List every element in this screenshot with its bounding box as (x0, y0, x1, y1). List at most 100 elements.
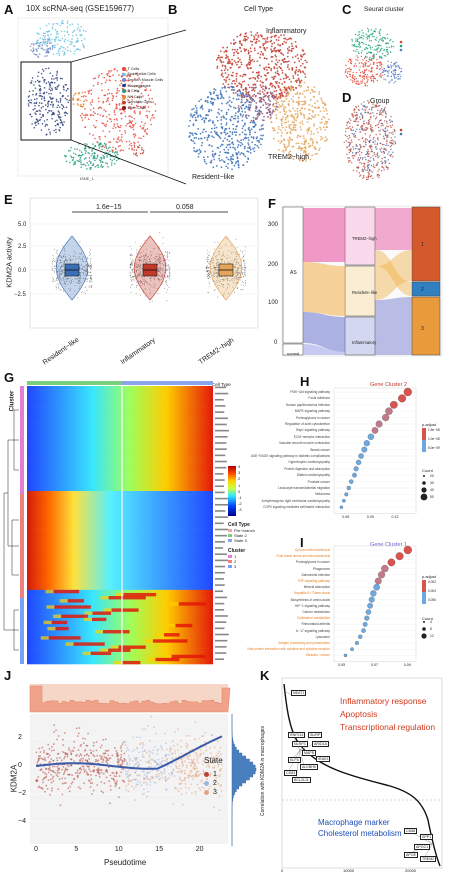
tsne-b-point (239, 66, 241, 68)
panel-e-point (69, 264, 71, 266)
tsne-b-point (280, 139, 283, 142)
tsne-a-point (70, 40, 72, 43)
tsne-b-point (250, 67, 252, 69)
tsne-a-point (79, 33, 81, 36)
tsne-b-point (240, 107, 243, 110)
tsne-a-point (115, 104, 118, 106)
panel-e-point (68, 273, 70, 275)
tsne-d-point (378, 155, 380, 157)
tsne-b-point (192, 124, 195, 127)
panel-e-point (169, 274, 171, 276)
tsne-b-point (212, 166, 215, 169)
panel-e-point (166, 253, 168, 255)
tsne-a-point (48, 38, 50, 40)
tsne-b-point (237, 164, 240, 167)
tsne-b-point (309, 145, 312, 148)
panel-e-point (238, 267, 240, 269)
tsne-a-point (85, 113, 87, 116)
panel-e-point (163, 265, 165, 267)
tsne-d-point (350, 148, 352, 151)
panel-e-point (206, 266, 208, 268)
tsne-b-point (292, 123, 295, 126)
panel-e-point (158, 269, 159, 271)
tsne-b-point (259, 46, 262, 49)
tsne-b-point (231, 48, 234, 51)
panel-e-point (158, 279, 160, 281)
tsne-a-point (84, 126, 86, 129)
panel-e-point (140, 275, 142, 277)
panel-e-point (221, 274, 222, 276)
tsne-a-point (131, 147, 133, 149)
tsne-b-point (289, 110, 292, 113)
tsne-b-point (269, 100, 272, 103)
tsne-a-point (44, 104, 47, 106)
tsne-c-point (352, 50, 355, 52)
panel-e-point (78, 257, 80, 259)
tsne-a-point (45, 51, 47, 54)
panel-e-point (69, 268, 71, 270)
tsne-b-point (288, 140, 291, 143)
tsne-c-point (363, 35, 365, 37)
tsne-a-point (62, 46, 65, 49)
tsne-b-point (280, 120, 283, 123)
panel-e-point (59, 262, 61, 263)
panel-e-point (52, 268, 54, 270)
panel-f-box-1: 1 (421, 242, 424, 248)
panel-e-point (69, 265, 71, 267)
tsne-c-point (358, 83, 361, 85)
tsne-c-point (364, 63, 367, 65)
tsne-b-point (309, 158, 312, 161)
tsne-a-point (37, 81, 40, 83)
tsne-b-point (316, 131, 319, 134)
tsne-b-point (301, 100, 304, 103)
panel-e-point (220, 257, 222, 259)
tsne-a-point (98, 100, 100, 103)
panel-e-point (89, 262, 91, 264)
tsne-a-point (80, 33, 83, 36)
tsne-d-point (370, 165, 373, 167)
panel-e-point (140, 282, 141, 284)
tsne-d-point (383, 151, 385, 154)
tsne-b-point (291, 67, 293, 70)
tsne-b-point (224, 67, 227, 69)
tsne-b-point (230, 162, 233, 165)
tsne-a-point (135, 153, 137, 155)
tsne-b-point (258, 109, 261, 112)
tsne-d-point (386, 134, 389, 137)
tsne-a-point (109, 71, 111, 73)
panel-e-point (226, 287, 228, 289)
tsne-b-point (217, 146, 220, 149)
tsne-b-point (307, 128, 309, 130)
panel-e-point (130, 263, 132, 265)
tsne-b-point (228, 86, 231, 89)
tsne-b-point (305, 140, 307, 143)
tsne-a-point (85, 99, 87, 101)
tsne-c-point (385, 42, 387, 44)
tsne-a-point (105, 143, 107, 146)
panel-e-point (70, 268, 72, 270)
panel-e-point (131, 269, 133, 271)
tsne-a-point (120, 112, 123, 115)
tsne-c-point (352, 81, 354, 84)
tsne-d-point (379, 119, 381, 122)
tsne-b-point (258, 40, 260, 42)
panel-e-point (222, 279, 224, 281)
panel-e-point (148, 273, 150, 275)
tsne-a-point (52, 112, 55, 115)
tsne-b-point (231, 131, 234, 134)
panel-e-point (55, 269, 57, 271)
tsne-b-point (296, 79, 299, 82)
tsne-b-point (265, 57, 268, 60)
tsne-c-point (381, 53, 384, 55)
panel-e-point (167, 275, 169, 277)
tsne-d-point (367, 159, 370, 162)
panel-e-point (208, 254, 210, 256)
panel-e-point (75, 271, 76, 273)
tsne-a-point (45, 91, 48, 94)
tsne-b-point (313, 123, 315, 125)
tsne-d-point (374, 143, 376, 145)
tsne-a-point (116, 153, 119, 156)
panel-e-point (163, 260, 165, 262)
tsne-b-point (273, 35, 276, 37)
